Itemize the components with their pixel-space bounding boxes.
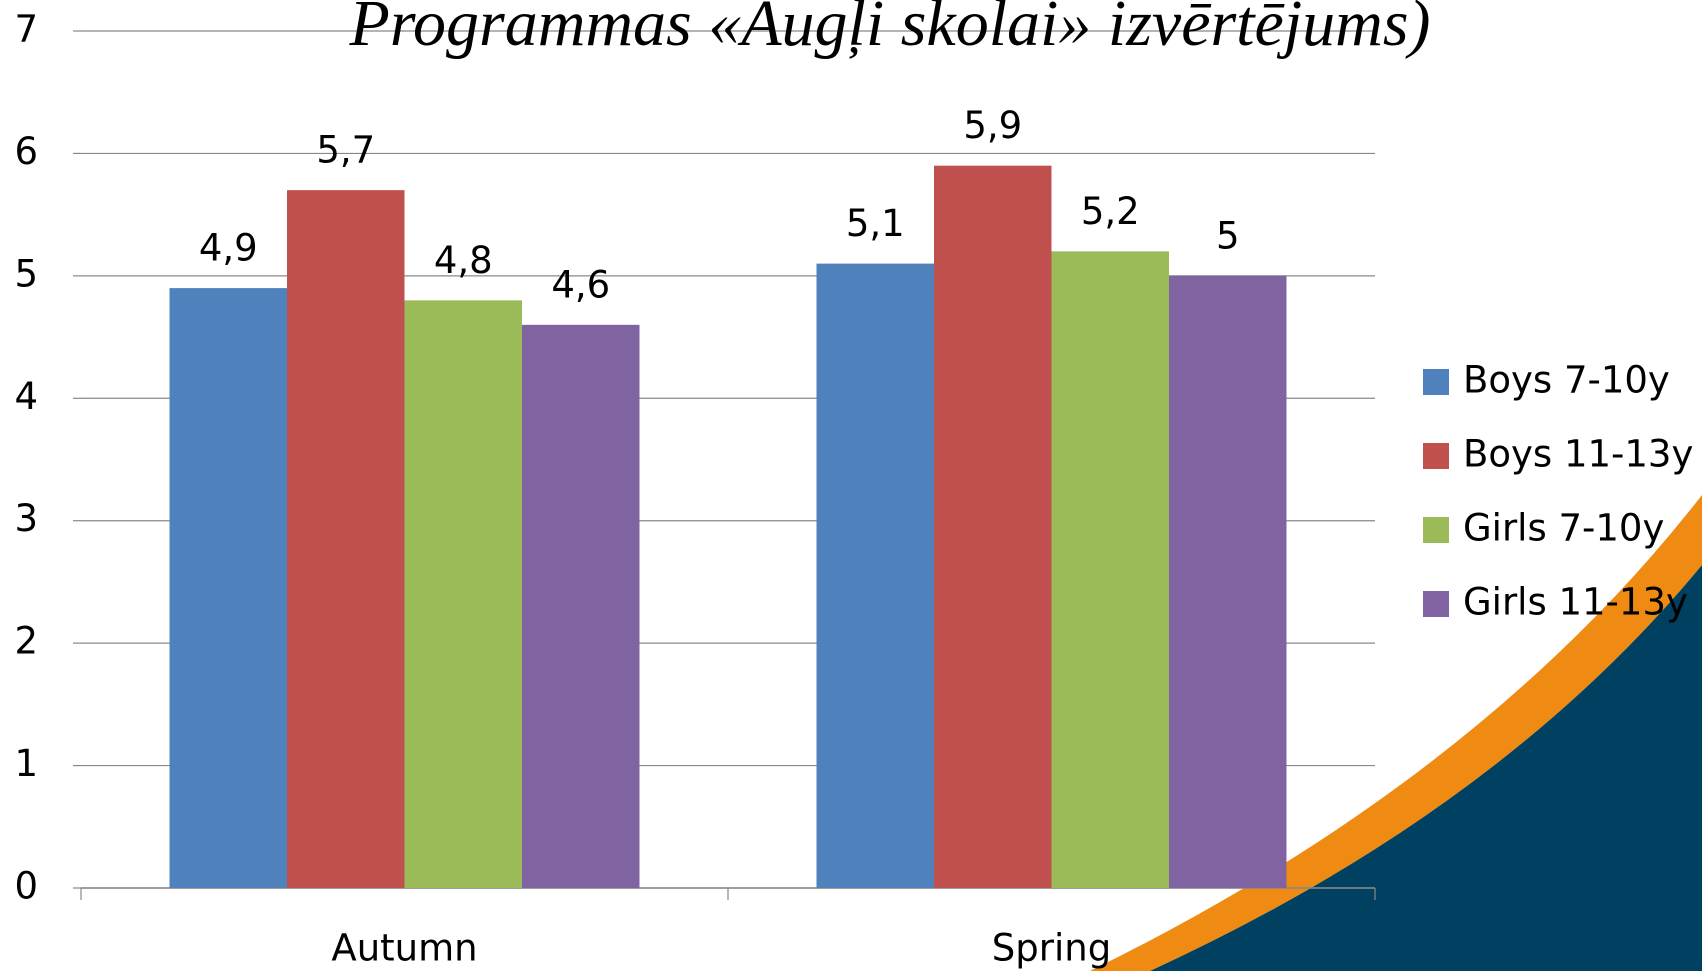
y-tick-label: 0 bbox=[14, 865, 38, 908]
y-tick-label: 2 bbox=[14, 620, 38, 663]
legend-swatch bbox=[1423, 517, 1449, 543]
bar bbox=[404, 300, 522, 888]
legend-label: Boys 11-13y bbox=[1463, 433, 1693, 476]
x-tick-label: Autumn bbox=[331, 927, 477, 970]
legend-label: Girls 7-10y bbox=[1463, 507, 1664, 550]
bar bbox=[287, 190, 405, 888]
bar bbox=[522, 324, 640, 888]
data-label: 5,1 bbox=[846, 202, 905, 245]
legend-swatch bbox=[1423, 443, 1449, 469]
x-tick-label: Spring bbox=[992, 927, 1111, 970]
data-label: 4,6 bbox=[551, 263, 610, 306]
legend-swatch bbox=[1423, 591, 1449, 617]
y-tick-label: 3 bbox=[14, 497, 38, 540]
data-label: 4,8 bbox=[434, 239, 493, 282]
y-tick-label: 7 bbox=[14, 8, 38, 51]
bar bbox=[934, 165, 1052, 888]
y-tick-label: 5 bbox=[14, 252, 38, 295]
bar bbox=[169, 288, 287, 889]
legend-label: Girls 11-13y bbox=[1463, 581, 1688, 624]
data-label: 4,9 bbox=[199, 227, 258, 270]
data-label: 5,9 bbox=[963, 104, 1022, 147]
data-label: 5,7 bbox=[316, 129, 375, 172]
chart-title: Programmas «Augļi skolai» izvērtējums) bbox=[349, 0, 1431, 60]
legend-swatch bbox=[1423, 369, 1449, 395]
y-tick-label: 6 bbox=[14, 130, 38, 173]
data-label: 5 bbox=[1216, 214, 1240, 257]
bar bbox=[1051, 251, 1169, 888]
bar bbox=[1169, 275, 1287, 888]
y-tick-label: 1 bbox=[14, 742, 38, 785]
legend-label: Boys 7-10y bbox=[1463, 359, 1670, 402]
bar bbox=[816, 263, 934, 889]
y-tick-label: 4 bbox=[14, 375, 38, 418]
data-label: 5,2 bbox=[1081, 190, 1140, 233]
decor-swoosh bbox=[1150, 565, 1702, 971]
